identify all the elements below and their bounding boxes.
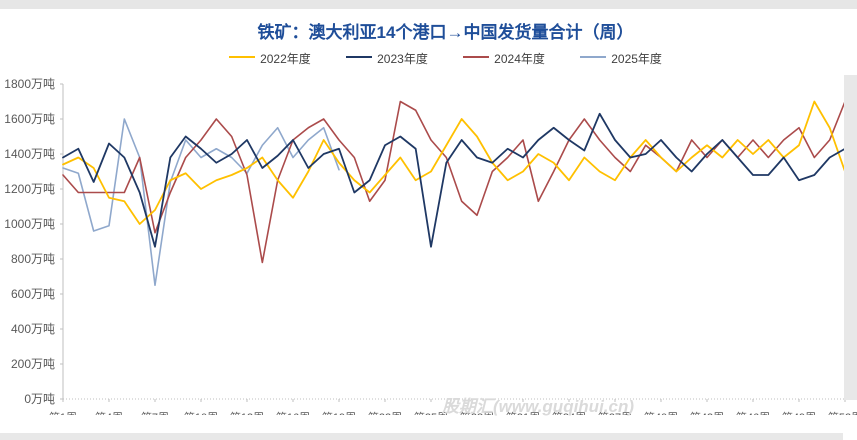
svg-text:第40周: 第40周 [644, 410, 678, 415]
svg-text:第52周: 第52周 [828, 410, 857, 415]
svg-text:第7周: 第7周 [141, 410, 169, 415]
svg-text:1600万吨: 1600万吨 [4, 112, 55, 126]
svg-text:1800万吨: 1800万吨 [4, 77, 55, 91]
svg-text:0万吨: 0万吨 [24, 392, 55, 406]
svg-text:第10周: 第10周 [184, 410, 218, 415]
svg-text:第46周: 第46周 [736, 410, 770, 415]
svg-text:800万吨: 800万吨 [11, 252, 55, 266]
svg-text:第16周: 第16周 [276, 410, 310, 415]
svg-text:第43周: 第43周 [690, 410, 724, 415]
svg-text:600万吨: 600万吨 [11, 287, 55, 301]
svg-text:1400万吨: 1400万吨 [4, 147, 55, 161]
svg-text:第22周: 第22周 [368, 410, 402, 415]
svg-text:第49周: 第49周 [782, 410, 816, 415]
svg-text:第4周: 第4周 [95, 410, 123, 415]
svg-text:200万吨: 200万吨 [11, 357, 55, 371]
svg-text:1200万吨: 1200万吨 [4, 182, 55, 196]
svg-text:第19周: 第19周 [322, 410, 356, 415]
svg-text:1000万吨: 1000万吨 [4, 217, 55, 231]
svg-text:400万吨: 400万吨 [11, 322, 55, 336]
svg-text:第1周: 第1周 [49, 410, 77, 415]
svg-text:第13周: 第13周 [230, 410, 264, 415]
